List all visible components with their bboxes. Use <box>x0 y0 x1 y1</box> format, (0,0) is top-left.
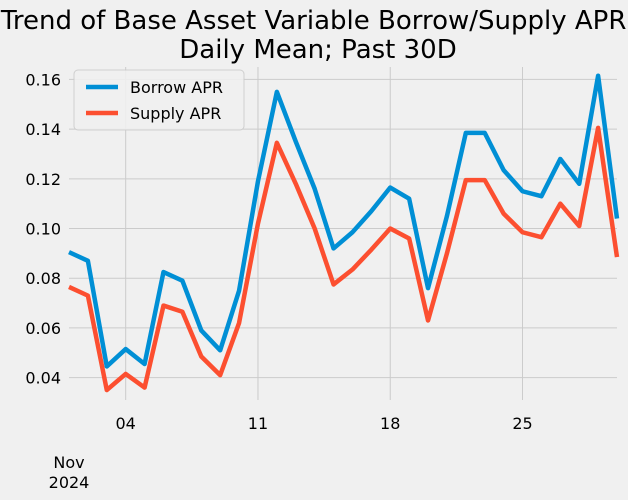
y-tick-label: 0.04 <box>25 369 61 388</box>
x-tick-label: 25 <box>512 414 532 433</box>
legend-label-borrow: Borrow APR <box>130 78 223 97</box>
legend-label-supply: Supply APR <box>130 104 221 123</box>
x-year-label: 2024 <box>49 473 90 492</box>
x-tick-label: 04 <box>116 414 136 433</box>
series-line-supply-apr <box>68 125 620 393</box>
chart-title-line-2: Daily Mean; Past 30D <box>179 35 456 65</box>
series-line-borrow-apr <box>68 73 620 369</box>
chart-title-line-1: Trend of Base Asset Variable Borrow/Supp… <box>0 6 628 36</box>
y-tick-label: 0.16 <box>25 70 61 89</box>
y-tick-label: 0.10 <box>25 220 61 239</box>
y-axis-ticks: 0.04 0.06 0.08 0.10 0.12 0.14 0.16 <box>25 70 61 387</box>
x-tick-label: 11 <box>248 414 268 433</box>
y-tick-label: 0.06 <box>25 319 61 338</box>
y-tick-label: 0.08 <box>25 269 61 288</box>
x-tick-label: 18 <box>380 414 400 433</box>
y-tick-label: 0.12 <box>25 170 61 189</box>
x-month-label: Nov <box>53 453 84 472</box>
legend: Borrow APR Supply APR <box>73 69 245 131</box>
x-axis-ticks: 04 11 18 25 <box>116 414 533 433</box>
y-tick-label: 0.14 <box>25 120 61 139</box>
series-lines <box>68 73 620 393</box>
